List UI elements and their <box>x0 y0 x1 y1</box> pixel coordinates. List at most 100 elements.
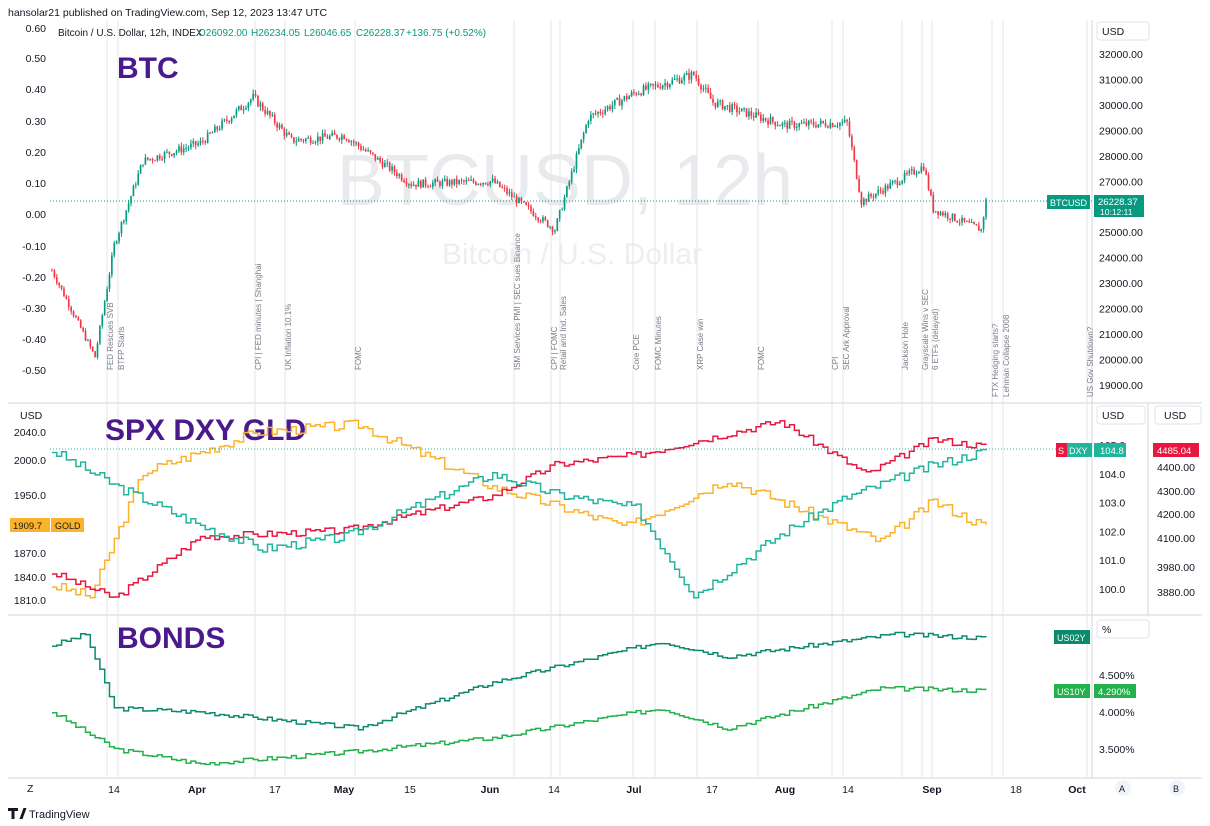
btc-candle-body <box>491 178 494 182</box>
tradingview-brand: TradingView <box>29 809 90 821</box>
btc-candle-body <box>666 83 669 88</box>
btc-axis-tick: 20000.00 <box>1099 355 1143 367</box>
btc-candle-body <box>767 120 769 125</box>
tradingview-logo[interactable]: TradingView <box>8 808 90 821</box>
btc-candle-body <box>245 107 247 110</box>
btc-candle-body <box>187 147 190 149</box>
left-axis-tick: 0.30 <box>26 116 47 128</box>
btc-candle-body <box>194 141 197 146</box>
btc-candle-body <box>278 124 281 128</box>
time-axis-label: 17 <box>269 784 281 796</box>
btc-candle-body <box>819 120 822 125</box>
btc-candle-body <box>257 95 259 107</box>
btc-candle-body <box>302 139 305 142</box>
btc-candle-body <box>242 109 245 111</box>
time-axis-label: Sep <box>922 784 941 796</box>
btc-candle-body <box>956 220 959 223</box>
event-label: Lehman Collapse 2008 <box>1002 314 1011 397</box>
spx-axis-tick: 4200.00 <box>1157 509 1195 521</box>
btc-candle-body <box>477 183 480 185</box>
left-unit-label: USD <box>20 410 43 422</box>
bond-unit-button[interactable] <box>1096 619 1150 639</box>
btc-candle-body <box>190 143 192 148</box>
btc-candle-body <box>645 85 647 90</box>
btc-candle-body <box>372 152 374 155</box>
zoom-z-button[interactable]: Z <box>27 783 34 795</box>
left-axis-tick: -0.10 <box>22 241 46 253</box>
btc-candle-body <box>65 296 68 299</box>
btc-candle-body <box>494 178 496 184</box>
btc-candle-body <box>568 181 571 187</box>
btc-candle-body <box>834 126 836 128</box>
ohlc-high: H26234.05 <box>251 28 300 39</box>
btc-candle-body <box>879 189 882 191</box>
left-axis-tick: 0.40 <box>26 84 47 96</box>
btc-candle-body <box>898 183 901 186</box>
dxy-unit-button[interactable] <box>1096 405 1146 425</box>
btc-candle-body <box>60 285 63 289</box>
spx-unit-button[interactable] <box>1154 405 1202 425</box>
btc-candle-body <box>115 241 118 244</box>
btc-candle-body <box>391 166 393 171</box>
log-scale-button[interactable]: B <box>1173 784 1179 794</box>
btc-candle-body <box>561 209 563 211</box>
btc-candle-body <box>968 221 971 223</box>
btc-candle-body <box>963 217 966 222</box>
btc-candle-body <box>582 132 585 140</box>
btc-candle-body <box>556 218 559 231</box>
log-scale-button-bg[interactable] <box>1169 780 1185 796</box>
ohlc-low: L26046.65 <box>304 28 352 39</box>
spx-axis-tick: 4400.00 <box>1157 462 1195 474</box>
btc-candle-body <box>396 172 398 177</box>
btc-candle-body <box>429 186 432 188</box>
left-price-axis[interactable]: 0.60 0.50 0.40 0.30 0.20 0.10 0.00 -0.10 -0.20 -0… <box>14 23 46 607</box>
btc-candle-body <box>388 162 391 171</box>
btc-candle-body <box>795 126 798 129</box>
dxy-tag-bg <box>1067 443 1092 457</box>
btc-candle-body <box>269 110 271 116</box>
btc-candle-body <box>985 199 987 218</box>
btc-candle-body <box>422 179 425 188</box>
left-axis-tick: -0.30 <box>22 303 46 315</box>
auto-scale-button-bg[interactable] <box>1115 780 1131 796</box>
btc-candle-body <box>922 166 925 171</box>
btc-candle-body <box>247 102 250 108</box>
btc-candle-body <box>542 217 544 222</box>
btc-candle-body <box>475 182 477 185</box>
left-axis-tick: 1950.0 <box>14 490 46 502</box>
btc-candle-body <box>867 194 870 202</box>
auto-scale-button[interactable]: A <box>1119 784 1125 794</box>
btc-candle-body <box>348 140 350 143</box>
bond-axis-tick: 3.500% <box>1099 744 1135 756</box>
btc-candle-body <box>103 301 106 316</box>
symbol-description[interactable]: Bitcoin / U.S. Dollar, 12h, INDEX <box>58 28 203 39</box>
btc-candle-body <box>403 180 405 183</box>
btc-candle-body <box>733 104 736 106</box>
btc-candle-body <box>463 180 465 182</box>
btc-candle-body <box>932 195 935 213</box>
btc-candle-body <box>314 141 317 143</box>
btc-candle-body <box>530 206 532 212</box>
btc-candle-body <box>355 142 357 144</box>
btc-candle-body <box>407 184 410 186</box>
event-label: SEC Ark Approval <box>842 306 851 370</box>
btc-candle-body <box>896 180 899 186</box>
btc-candle-body <box>551 226 554 232</box>
btc-candle-body <box>927 174 930 190</box>
btc-candle-body <box>384 163 386 168</box>
btc-candle-body <box>221 120 223 129</box>
btc-candle-body <box>362 149 365 151</box>
btc-candle-body <box>427 185 429 187</box>
time-axis[interactable]: 14 Apr 17 May 15 Jun 14 Jul 17 Aug 14 Sep 18 Oct <box>108 784 1086 796</box>
btc-candle-body <box>604 109 607 114</box>
us02y-tag: US02Y <box>1057 633 1086 643</box>
us10y-tag-bg <box>1054 684 1090 698</box>
btc-candle-body <box>96 343 99 358</box>
btc-candle-body <box>199 140 202 144</box>
btc-candle-body <box>470 179 472 181</box>
btc-candle-body <box>472 179 475 183</box>
btc-unit-button[interactable] <box>1096 21 1150 41</box>
btc-candle-body <box>202 140 204 142</box>
